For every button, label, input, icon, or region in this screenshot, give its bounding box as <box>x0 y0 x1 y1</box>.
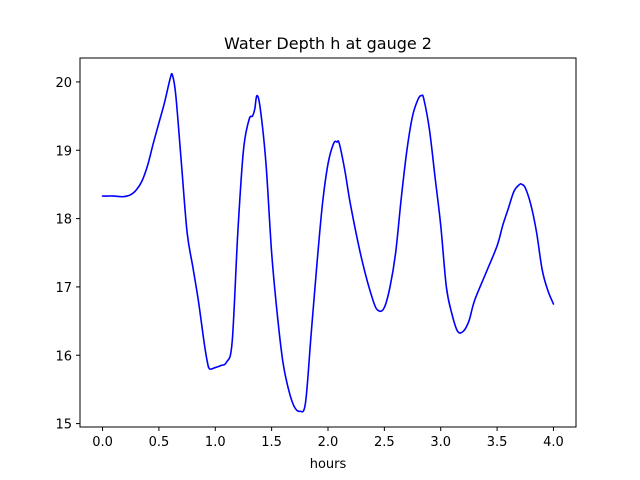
x-tick-label: 1.5 <box>261 435 282 450</box>
x-tick-label: 3.5 <box>487 435 508 450</box>
y-tick-label: 18 <box>55 213 72 228</box>
chart-title: Water Depth h at gauge 2 <box>224 34 432 53</box>
y-tick-label: 15 <box>55 418 72 433</box>
y-tick-label: 17 <box>55 281 72 296</box>
x-tick-label: 2.5 <box>374 435 395 450</box>
plot-frame <box>79 57 577 428</box>
x-tick-label: 2.0 <box>318 435 339 450</box>
x-tick-label: 0.5 <box>149 435 170 450</box>
y-tick-label: 20 <box>55 76 72 91</box>
x-tick-label: 1.0 <box>205 435 226 450</box>
x-tick-label: 0.0 <box>92 435 113 450</box>
y-tick-label: 19 <box>55 144 72 159</box>
x-tick-label: 3.0 <box>430 435 451 450</box>
y-ticks: 15 16 17 18 19 20 <box>55 76 80 433</box>
x-axis-label: hours <box>310 457 347 472</box>
y-tick-label: 16 <box>55 349 72 364</box>
x-ticks: 0.0 0.5 1.0 1.5 2.0 2.5 3.0 3.5 4.0 <box>92 427 564 450</box>
x-tick-label: 4.0 <box>543 435 564 450</box>
series-line <box>101 72 555 413</box>
